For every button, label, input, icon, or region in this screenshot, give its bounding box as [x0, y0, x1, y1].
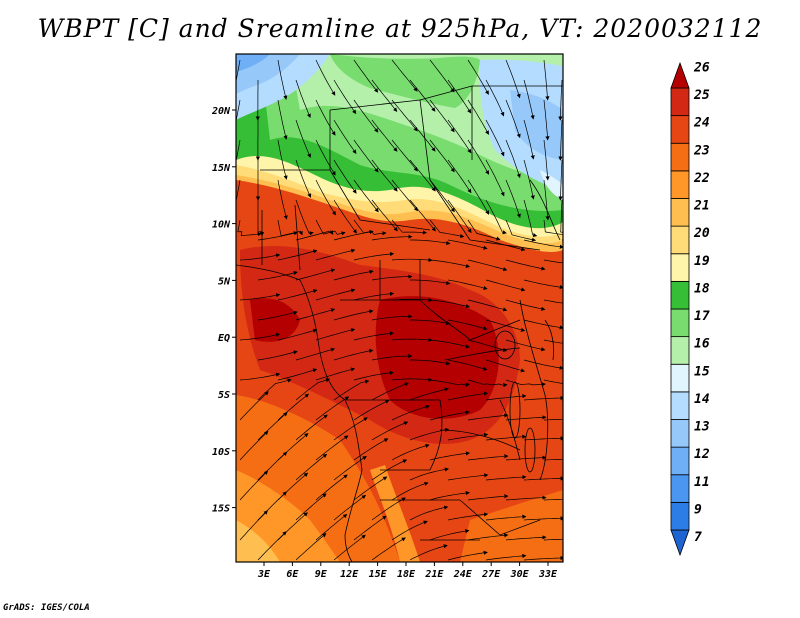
lon-label: 15E	[369, 569, 388, 580]
lon-label: 24E	[453, 569, 473, 580]
lon-label: 21E	[424, 569, 444, 580]
colorbar-label: 7	[694, 530, 702, 545]
colorbar-swatch	[670, 170, 690, 199]
colorbar-swatch	[670, 115, 690, 144]
colorbar-label: 19	[694, 254, 710, 269]
colorbar-swatch	[670, 391, 690, 420]
lon-label: 27E	[481, 569, 501, 580]
colorbar-swatch	[670, 501, 690, 531]
colorbar-swatch	[670, 280, 690, 310]
streamlines	[236, 59, 563, 561]
colorbar-label: 21	[693, 199, 710, 214]
colorbar-swatch	[670, 308, 690, 338]
lat-label: 10N	[212, 220, 231, 231]
lakes	[494, 319, 554, 473]
lon-label: 9E	[315, 569, 328, 580]
colorbar-label: 12	[694, 447, 710, 462]
colorbar-swatch	[670, 336, 690, 365]
colorbar-label: 24	[693, 116, 710, 131]
colorbar-label: 13	[694, 420, 710, 435]
colorbar-swatch	[670, 61, 690, 89]
colorbar-swatch	[670, 142, 690, 172]
colorbar-swatch	[670, 529, 690, 557]
colorbar-label: 9	[694, 502, 702, 517]
lat-label: 10S	[212, 447, 230, 458]
lon-label: 3E	[257, 569, 271, 580]
longitude-axis: 3E 6E 9E 12E 15E 18E 21E 24E 27E 30E 33E	[257, 562, 558, 580]
colorbar-label: 22	[693, 171, 710, 186]
lat-label: 15S	[212, 504, 230, 515]
colorbar-swatch	[670, 363, 690, 393]
lon-label: 6E	[286, 569, 299, 580]
lat-label: 20N	[211, 106, 231, 117]
colorbar-label: 18	[694, 281, 710, 296]
colorbar: 7 9 11 12 13 14 15 16 17 18 19 20 21 22 23 24 25 26	[670, 60, 710, 557]
lon-label: 12E	[340, 569, 359, 580]
colorbar-swatch	[670, 198, 690, 227]
colorbar-label: 11	[694, 475, 710, 490]
colorbar-label: 14	[694, 392, 710, 407]
colorbar-swatch	[670, 474, 690, 503]
lat-label: 15N	[212, 163, 231, 174]
lat-label: 5N	[218, 276, 231, 287]
colorbar-swatch	[670, 446, 690, 476]
latitude-axis: 20N 15N 10N 5N EQ 5S 10S 15S	[211, 106, 236, 515]
colorbar-swatch	[670, 87, 690, 117]
colorbar-label: 15	[694, 364, 710, 379]
lat-label: 5S	[218, 390, 230, 401]
borders	[236, 85, 563, 562]
lon-label: 30E	[510, 569, 530, 580]
figure-title: WBPT [C] and Sreamline at 925hPa, VT: 20…	[37, 14, 763, 43]
lat-label: EQ	[218, 333, 230, 344]
colorbar-label: 16	[694, 337, 710, 352]
lon-label: 33E	[538, 569, 558, 580]
colorbar-label: 26	[693, 60, 710, 75]
colorbar-swatch	[670, 419, 690, 448]
colorbar-swatch	[670, 253, 690, 282]
colorbar-label: 20	[693, 226, 710, 241]
colorbar-swatch	[670, 225, 690, 255]
colorbar-label: 23	[693, 143, 710, 158]
colorbar-label: 25	[693, 88, 710, 103]
map-frame	[235, 53, 564, 563]
lon-label: 18E	[397, 569, 416, 580]
wbpt-shaded-field	[236, 54, 563, 562]
grads-credit: GrADS: IGES/COLA	[3, 603, 90, 613]
colorbar-label: 17	[694, 309, 710, 324]
